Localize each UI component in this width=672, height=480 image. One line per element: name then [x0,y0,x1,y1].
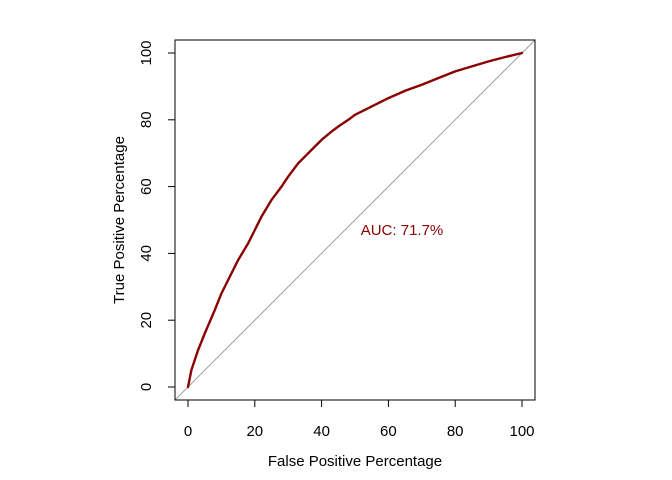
y-axis-title: True Positive Percentage [111,136,128,304]
auc-annotation: AUC: 71.7% [361,222,444,239]
y-tick-label: 0 [138,383,155,391]
y-tick-label: 80 [138,111,155,128]
reference-layer [175,40,535,400]
x-tick-label: 40 [313,423,330,440]
series-layer [186,51,524,389]
reference-diagonal-line [175,40,535,400]
x-tick-label: 100 [509,423,534,440]
y-tick-label: 100 [138,40,155,65]
x-tick-label: 80 [447,423,464,440]
y-tick-label: 40 [138,245,155,262]
y-axis: 0 20 40 60 80 100 [138,40,176,391]
x-tick-label: 20 [246,423,263,440]
x-axis: 0 20 40 60 80 100 [184,399,535,440]
x-tick-label: 60 [380,423,397,440]
x-tick-label: 0 [184,423,192,440]
y-tick-label: 20 [138,312,155,329]
x-axis-title: False Positive Percentage [268,453,442,470]
roc-curve-line [186,51,524,389]
y-tick-label: 60 [138,178,155,195]
